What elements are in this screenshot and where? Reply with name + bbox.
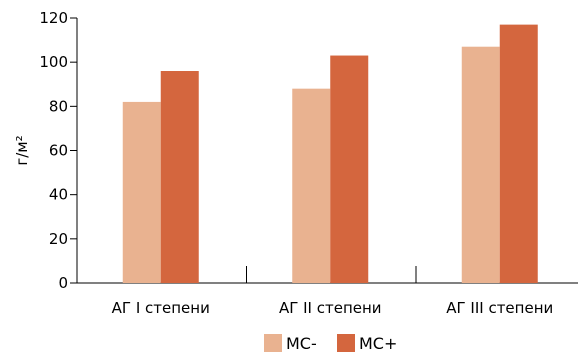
y-axis: 0 20 40 60 80 100 120 bbox=[39, 9, 78, 292]
y-tick-label: 100 bbox=[39, 53, 68, 71]
bar-ms-plus bbox=[160, 71, 199, 283]
legend-label: МС+ bbox=[359, 334, 397, 353]
bar-ms-minus bbox=[292, 88, 331, 284]
bar-ms-minus bbox=[461, 46, 500, 284]
x-tick-label: АГ II степени bbox=[279, 299, 382, 317]
bar-ms-plus bbox=[499, 24, 538, 283]
y-axis-label: г/м² bbox=[13, 135, 31, 165]
bar-ms-minus bbox=[122, 101, 161, 284]
x-tick-label: АГ III степени bbox=[446, 299, 553, 317]
y-tick-label: 0 bbox=[58, 274, 68, 292]
bars bbox=[122, 24, 538, 284]
y-tick-label: 60 bbox=[49, 142, 68, 160]
x-axis: АГ I степени АГ II степени АГ III степени bbox=[77, 266, 578, 317]
x-tick-label: АГ I степени bbox=[112, 299, 210, 317]
y-tick-label: 120 bbox=[39, 9, 68, 27]
legend-label: МС- bbox=[286, 334, 317, 353]
legend-swatch bbox=[264, 334, 282, 352]
bar-ms-plus bbox=[330, 55, 369, 283]
legend: МС- МС+ bbox=[264, 334, 397, 353]
y-tick-label: 80 bbox=[49, 97, 68, 115]
y-tick-label: 20 bbox=[49, 230, 68, 248]
legend-swatch bbox=[337, 334, 355, 352]
y-tick-label: 40 bbox=[49, 186, 68, 204]
